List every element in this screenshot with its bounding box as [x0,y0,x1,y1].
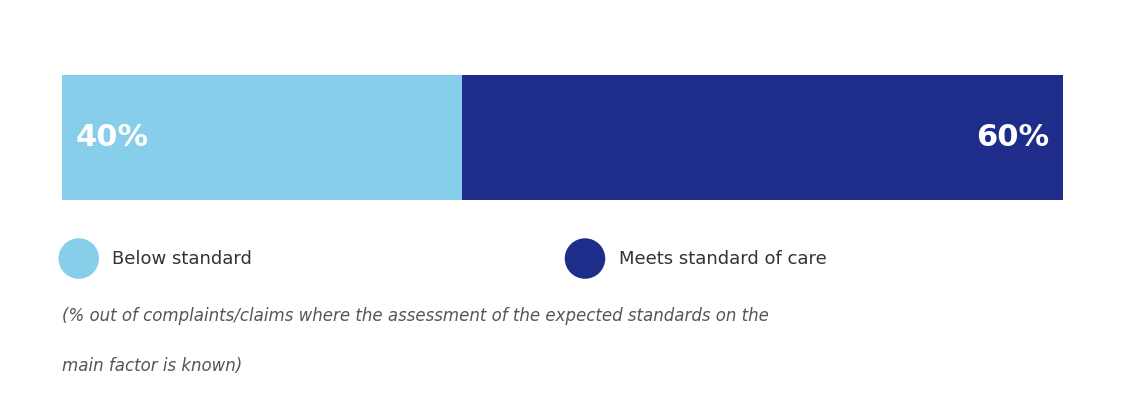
Text: Meets standard of care: Meets standard of care [619,249,827,268]
Text: 40%: 40% [75,123,148,152]
Text: 60%: 60% [976,123,1050,152]
Text: (% out of complaints/claims where the assessment of the expected standards on th: (% out of complaints/claims where the as… [62,307,768,325]
Text: Below standard: Below standard [112,249,252,268]
Text: main factor is known): main factor is known) [62,357,242,375]
